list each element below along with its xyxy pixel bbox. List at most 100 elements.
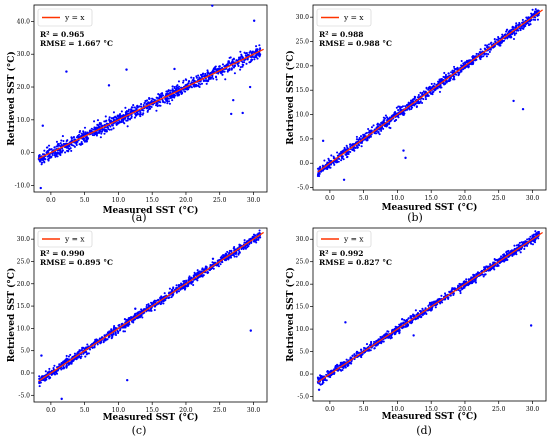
panel-a-point — [50, 148, 53, 151]
panel-a-point — [115, 123, 118, 126]
panel-d-outlier-point — [344, 321, 347, 324]
panel-c-point — [153, 308, 156, 312]
panel-d-y-tick-label: 15.0 — [296, 304, 310, 311]
panel-b-point — [486, 44, 489, 47]
panel-d-point — [420, 315, 423, 318]
panel-b-point — [424, 98, 428, 101]
panel-b-point — [462, 63, 465, 66]
panel-a-point — [206, 69, 209, 72]
panel-d-point — [526, 238, 529, 241]
panel-b-point — [503, 39, 506, 42]
panel-c-point — [191, 280, 194, 283]
panel-a-point — [224, 78, 227, 81]
panel-c-point — [104, 337, 107, 340]
panel-d-point — [345, 358, 348, 361]
panel-a-point — [98, 125, 101, 128]
panel-b-point — [493, 38, 496, 41]
panel-b-point — [420, 101, 424, 105]
panel-c-point — [180, 282, 183, 285]
panel-b-outliers — [321, 99, 525, 181]
panel-a-point — [241, 61, 244, 64]
panel-a-point — [169, 89, 172, 92]
panel-a-point — [133, 116, 136, 119]
panel-b-point — [503, 34, 506, 37]
panel-b-point — [501, 33, 504, 36]
panel-b-point — [498, 43, 501, 46]
panel-b-point — [432, 90, 435, 93]
panel-b-y-tick-label: 30.0 — [296, 14, 310, 21]
panel-a-point — [184, 78, 187, 81]
panel-b-caption: (b) — [407, 211, 423, 224]
panel-a-point — [214, 76, 218, 79]
panel-a-point — [165, 93, 168, 96]
panel-b-point — [370, 129, 373, 132]
panel-b-point — [518, 21, 521, 25]
panel-c-y-tick-label: 30.0 — [17, 236, 31, 243]
panel-a-point — [227, 68, 230, 71]
panel-b-point — [440, 86, 443, 89]
panel-a-point — [120, 110, 123, 113]
panel-a-point — [255, 45, 258, 48]
panel-a-point — [167, 97, 170, 100]
panel-d-point — [480, 270, 483, 273]
panel-d-point — [367, 349, 370, 352]
panel-a-point — [107, 128, 110, 131]
panel-b-point — [493, 45, 496, 48]
panel-a-point — [140, 108, 143, 112]
panel-b-r2: R² = 0.988 — [319, 30, 364, 39]
panel-b-point — [382, 120, 385, 123]
panel-a-y-tick-label: 0.0 — [20, 150, 30, 157]
panel-b-point — [372, 124, 375, 127]
panel-c-x-tick-label: 20.0 — [179, 407, 193, 414]
panel-a-y-tick-label: 30.0 — [17, 51, 31, 58]
panel-a-point — [173, 96, 176, 99]
panel-a-point — [92, 128, 95, 131]
panel-b-point — [532, 18, 535, 21]
panel-b-point — [330, 154, 333, 157]
panel-a-point — [159, 104, 162, 107]
panel-b-outlier-point — [321, 139, 325, 143]
panel-a-point — [253, 56, 256, 59]
panel-b-point — [438, 90, 442, 93]
panel-c-legend-label: y = x — [64, 235, 85, 244]
panel-d-point — [483, 268, 486, 271]
panel-b-point — [370, 126, 374, 129]
panel-d-rmse: RMSE = 0.827 °C — [319, 258, 392, 267]
panel-d-point — [485, 265, 488, 268]
panel-b-point — [391, 114, 394, 117]
panel-b-point — [537, 9, 540, 12]
panel-d-legend-box — [316, 230, 372, 248]
panel-c-point — [168, 287, 171, 290]
panel-b-point — [482, 55, 485, 58]
panel-b-point — [535, 9, 539, 13]
panel-a-point — [171, 88, 174, 91]
panel-c-point — [62, 360, 65, 363]
panel-c-point — [119, 327, 122, 331]
panel-c-x-tick-label: 15.0 — [146, 407, 160, 414]
panel-b-point — [415, 106, 418, 109]
panel-d-point — [531, 243, 535, 246]
panel-a-point — [178, 85, 181, 88]
panel-b-point — [485, 55, 488, 58]
panel-c-point — [112, 327, 115, 330]
panel-b-point — [347, 152, 350, 156]
panel-b-point — [457, 71, 460, 74]
panel-b-point — [345, 156, 349, 159]
panel-b-point — [438, 85, 441, 88]
panel-b-point — [332, 155, 335, 158]
panel-a-point — [116, 114, 119, 117]
panel-b-point — [442, 75, 445, 78]
panel-c-point — [118, 323, 121, 326]
panel-d-point — [462, 281, 466, 284]
panel-b-point — [325, 166, 329, 169]
panel-c-y-tick-label: 15.0 — [17, 303, 31, 310]
panel-d-point — [532, 233, 535, 236]
panel-d-point — [475, 273, 478, 276]
panel-c-point — [101, 336, 104, 339]
panel-d-point — [344, 366, 347, 369]
panel-b-point — [323, 159, 326, 162]
panel-a-point — [80, 142, 83, 145]
panel-d-point — [515, 244, 518, 247]
panel-c-point — [255, 241, 258, 244]
panel-c-point — [178, 285, 181, 288]
